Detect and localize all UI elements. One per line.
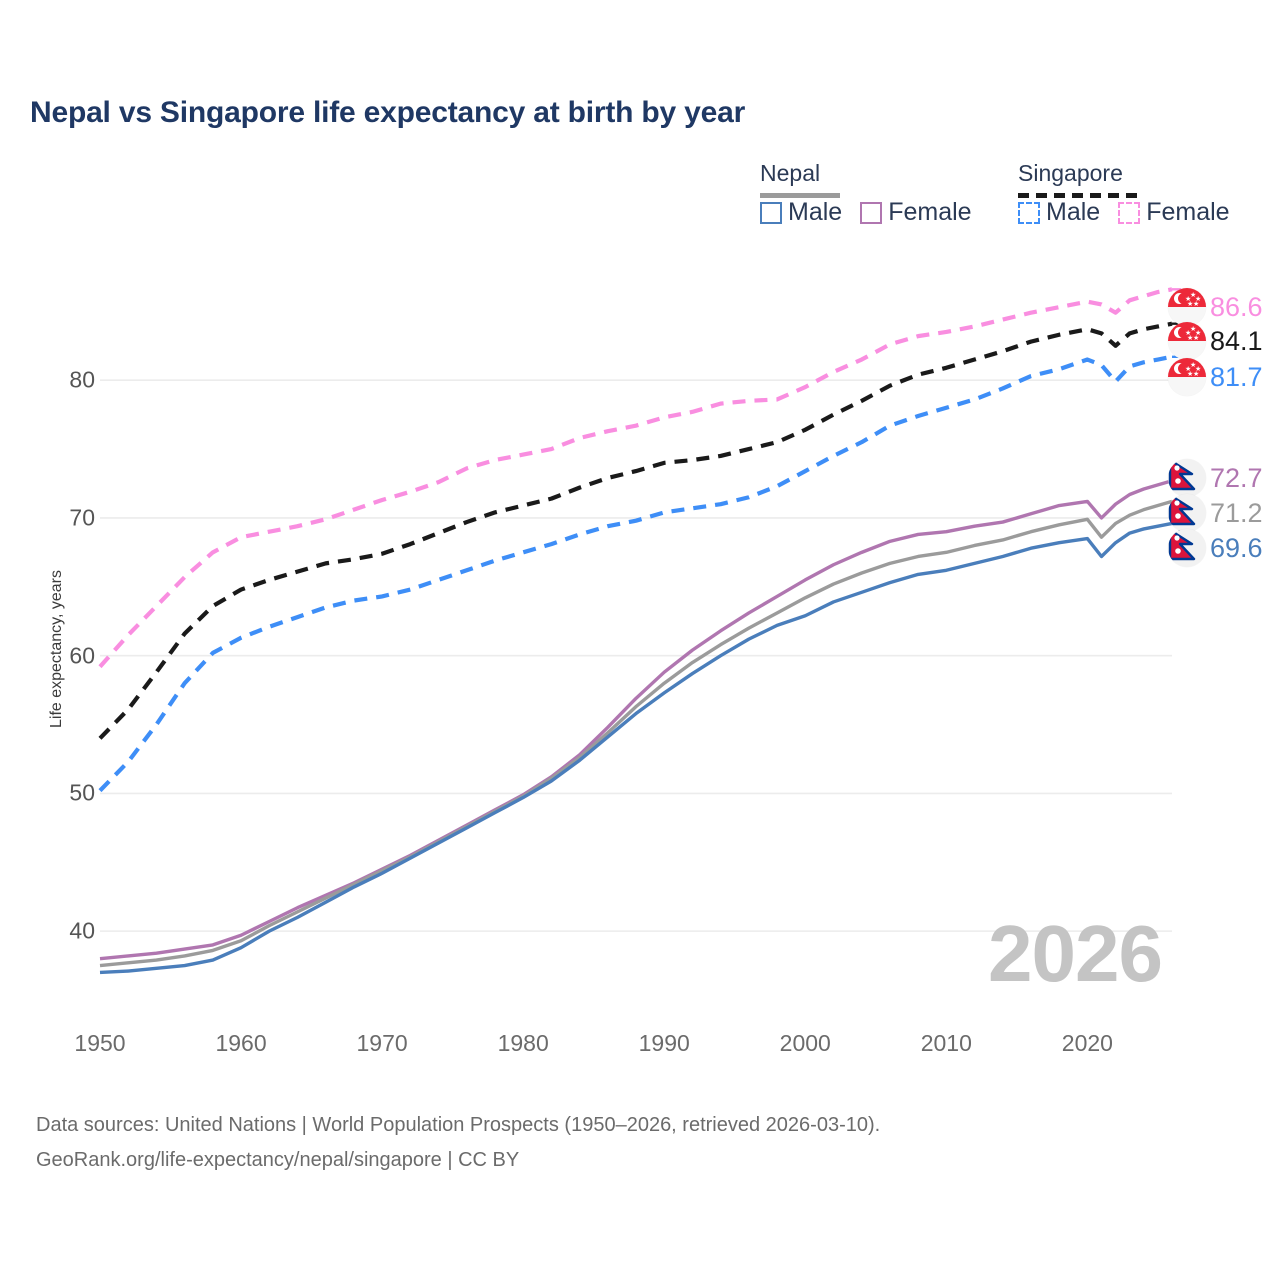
end-label-singapore-86.6: ★ ★ ★ ★ ★ 86.6 — [1168, 288, 1263, 326]
x-axis-tick-label: 2000 — [779, 1030, 831, 1056]
end-label-nepal-69.6: 69.6 — [1168, 529, 1263, 567]
legend-item-label: Male — [788, 198, 843, 226]
legend-item-singapore-male[interactable]: Male — [1018, 200, 1100, 225]
legend-country-rule — [760, 193, 840, 198]
legend-item-label: Male — [1046, 198, 1101, 226]
x-axis-tick-label: 2010 — [920, 1030, 972, 1056]
x-axis-tick-label: 1980 — [497, 1030, 549, 1056]
series-line-nepal-male — [99, 521, 1173, 975]
series-line-singapore-female — [98, 287, 1173, 669]
nepal-flag-icon — [1168, 459, 1206, 497]
series-line-singapore-total — [98, 321, 1173, 740]
end-label-value: 84.1 — [1210, 325, 1263, 356]
legend-swatch-icon — [1018, 201, 1040, 224]
legend-item-singapore-female[interactable]: Female — [1118, 198, 1230, 226]
legend-item-nepal-male[interactable]: Male — [760, 200, 842, 225]
end-label-singapore-84.1: ★ ★ ★ ★ ★ 84.1 — [1168, 322, 1263, 360]
y-axis-tick-label: 60 — [69, 642, 95, 669]
end-label-value: 72.7 — [1210, 462, 1263, 493]
y-axis-tick-label: 70 — [69, 504, 95, 531]
end-label-nepal-71.2: 71.2 — [1168, 494, 1263, 532]
end-label-singapore-81.7: ★ ★ ★ ★ ★ 81.7 — [1168, 358, 1263, 396]
year-watermark: 2026 — [988, 909, 1163, 998]
nepal-flag-icon — [1168, 529, 1206, 567]
singapore-flag-icon: ★ ★ ★ ★ ★ — [1168, 288, 1206, 326]
singapore-flag-icon: ★ ★ ★ ★ ★ — [1168, 322, 1206, 360]
chart-legend: Nepal Male Female Singapore Male Female — [760, 160, 1260, 240]
end-label-nepal-72.7: 72.7 — [1168, 459, 1263, 497]
end-label-value: 71.2 — [1210, 497, 1263, 528]
singapore-flag-icon: ★ ★ ★ ★ ★ — [1168, 358, 1206, 396]
end-label-value: 69.6 — [1210, 532, 1263, 563]
end-label-value: 86.6 — [1210, 291, 1263, 322]
legend-item-label: Female — [1146, 198, 1230, 226]
legend-group-nepal: Nepal Male Female — [760, 160, 972, 225]
end-label-value: 81.7 — [1210, 361, 1263, 392]
legend-swatch-icon — [860, 201, 883, 224]
footer: Data sources: United Nations | World Pop… — [36, 1108, 880, 1178]
legend-country-name: Nepal — [760, 160, 821, 186]
y-axis-tick-label: 40 — [69, 917, 95, 944]
legend-country-name: Singapore — [1018, 160, 1123, 186]
page-title: Nepal vs Singapore life expectancy at bi… — [30, 96, 746, 129]
x-axis-tick-label: 1960 — [215, 1030, 267, 1056]
legend-swatch-icon — [1118, 201, 1141, 224]
series-line-nepal-female — [99, 479, 1173, 961]
footer-line-1: Data sources: United Nations | World Pop… — [36, 1114, 881, 1136]
x-axis-tick-label: 1950 — [74, 1030, 126, 1056]
x-axis-tick-label: 1990 — [638, 1030, 690, 1056]
footer-line-2: GeoRank.org/life-expectancy/nepal/singap… — [36, 1149, 520, 1171]
legend-country-rule — [1018, 193, 1140, 198]
legend-swatch-icon — [760, 201, 782, 224]
y-axis-tick-label: 80 — [69, 366, 95, 393]
x-axis-tick-label: 2020 — [1061, 1030, 1113, 1056]
nepal-flag-icon — [1168, 494, 1206, 532]
x-axis-tick-label: 1970 — [356, 1030, 408, 1056]
series-line-nepal-total — [99, 499, 1173, 968]
y-axis-tick-label: 50 — [69, 779, 95, 806]
series-line-singapore-male — [98, 354, 1173, 793]
legend-group-singapore: Singapore Male Female — [1018, 160, 1230, 225]
legend-item-label: Female — [888, 198, 972, 226]
legend-item-nepal-female[interactable]: Female — [860, 198, 972, 226]
